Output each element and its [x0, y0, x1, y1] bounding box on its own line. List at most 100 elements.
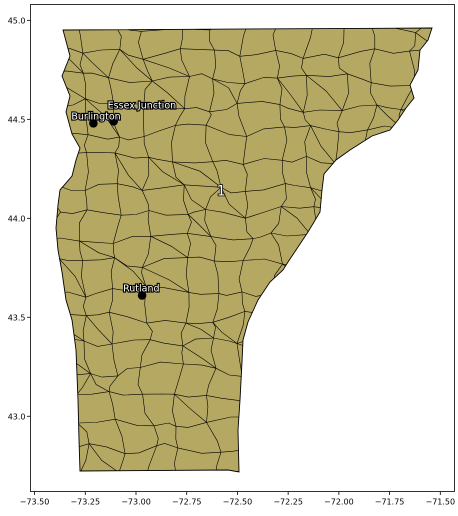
town-boundary: [83, 72, 109, 78]
town-boundary: [140, 361, 184, 368]
town-boundary: [204, 209, 212, 237]
y-axis: 43.0 43.5 44.0 44.5 45.0: [8, 16, 31, 421]
town-boundary: [249, 20, 278, 22]
town-boundary: [301, 58, 307, 76]
town-boundary: [185, 322, 214, 339]
town-boundary: [277, 336, 313, 339]
town-boundary: [56, 237, 80, 242]
town-boundary: [117, 183, 143, 191]
y-tick-label: 43.0: [8, 412, 26, 421]
x-tick-label: −72.50: [223, 498, 253, 507]
town-boundary: [143, 80, 153, 104]
town-boundary: [82, 49, 120, 54]
town-boundary: [174, 363, 184, 395]
x-tick-label: −73.25: [70, 498, 100, 507]
town-boundary: [372, 445, 401, 452]
town-boundary: [304, 453, 346, 470]
town-boundary: [339, 288, 377, 294]
town-boundary: [305, 265, 320, 293]
town-boundary: [43, 127, 46, 151]
town-boundary: [374, 343, 417, 350]
town-boundary: [214, 49, 240, 57]
town-boundary: [301, 422, 308, 454]
town-boundary: [271, 293, 286, 316]
town-boundary: [187, 233, 191, 258]
town-boundary: [212, 311, 246, 323]
town-boundary: [125, 445, 157, 454]
x-tick-label: −72.00: [324, 498, 354, 507]
town-boundary: [310, 187, 316, 207]
town-boundary: [313, 366, 335, 374]
town-boundary: [212, 161, 222, 188]
town-boundary: [341, 73, 349, 111]
town-boundary: [344, 420, 350, 451]
town-boundary: [369, 28, 376, 49]
town-boundary: [318, 288, 341, 294]
town-boundary: [242, 164, 248, 192]
town-boundary: [279, 104, 285, 128]
town-boundary: [52, 22, 78, 27]
town-boundary: [143, 103, 185, 110]
town-boundary: [399, 236, 432, 242]
town-boundary: [344, 20, 369, 26]
town-boundary: [315, 468, 346, 472]
town-boundary: [146, 320, 186, 324]
town-boundary: [115, 28, 142, 32]
town-boundary: [180, 48, 215, 51]
town-boundary: [150, 339, 183, 347]
town-boundary: [146, 322, 153, 340]
town-boundary: [56, 338, 59, 378]
city-label: Essex Junction: [108, 100, 177, 111]
town-boundary: [348, 190, 377, 195]
town-boundary: [174, 393, 207, 423]
town-boundary: [401, 155, 411, 190]
town-boundary: [206, 368, 217, 396]
town-boundary: [338, 48, 375, 59]
town-boundary: [108, 312, 114, 345]
town-boundary: [180, 48, 190, 77]
town-boundary: [340, 392, 375, 401]
town-boundary: [77, 418, 116, 424]
town-boundary: [220, 187, 246, 194]
town-boundary: [85, 98, 114, 104]
town-boundary: [205, 187, 222, 210]
town-boundary: [108, 375, 119, 392]
town-boundary: [399, 348, 417, 367]
town-boundary: [333, 340, 338, 367]
town-boundary: [338, 57, 348, 75]
town-boundary: [434, 311, 441, 337]
town-boundary: [371, 204, 416, 212]
town-boundary: [242, 238, 254, 261]
town-boundary: [281, 126, 288, 161]
town-boundary: [152, 80, 185, 109]
town-boundary: [279, 104, 304, 113]
town-boundary: [243, 158, 283, 165]
town-boundary: [84, 190, 88, 210]
town-boundary: [45, 294, 52, 318]
town-boundary: [400, 262, 414, 290]
town-boundary: [278, 21, 314, 25]
town-boundary: [152, 76, 190, 82]
town-boundary: [209, 103, 238, 113]
town-boundary: [282, 263, 320, 293]
town-boundary: [108, 49, 121, 78]
town-boundary: [272, 28, 279, 51]
town-boundary: [83, 134, 89, 153]
town-boundary: [114, 257, 147, 287]
town-boundary: [245, 218, 254, 239]
town-boundary: [252, 448, 272, 470]
town-boundary: [212, 322, 238, 344]
town-boundary: [205, 125, 214, 162]
town-boundary: [303, 53, 339, 59]
town-boundary: [348, 190, 373, 205]
town-boundary: [375, 191, 417, 212]
town-boundary: [184, 107, 210, 113]
town-boundary: [48, 403, 52, 428]
town-boundary: [205, 209, 246, 219]
town-boundary: [172, 161, 185, 186]
town-boundary: [277, 314, 286, 337]
town-boundary: [334, 314, 373, 325]
town-boundary: [306, 311, 335, 316]
town-boundary: [138, 31, 144, 60]
town-boundary: [111, 343, 119, 376]
